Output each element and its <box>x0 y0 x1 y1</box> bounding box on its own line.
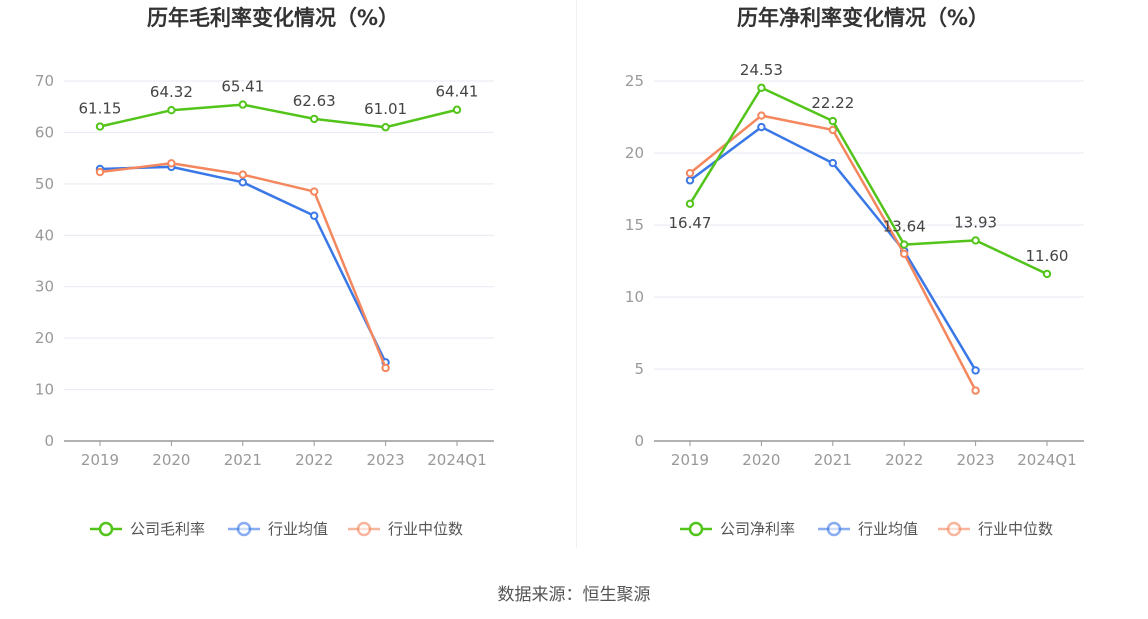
data-label: 61.15 <box>79 100 122 118</box>
data-point <box>828 116 837 126</box>
series-industry-median <box>685 111 980 395</box>
legend-label: 行业均值 <box>268 520 328 538</box>
data-source: 数据来源：恒生聚源 <box>497 585 651 605</box>
data-point <box>685 199 695 209</box>
data-label: 65.41 <box>221 78 264 96</box>
data-label: 61.01 <box>364 100 407 118</box>
data-point <box>1042 269 1052 279</box>
data-point <box>238 100 248 109</box>
y-tick-label: 30 <box>35 278 54 296</box>
series-line <box>99 162 387 369</box>
gross-margin-chart: 历年毛利率变化情况（%） 0 10 20 30 40 50 60 70 2019 2020 2021 2… <box>35 6 494 538</box>
legend-item: 行业均值 <box>228 520 328 538</box>
data-point <box>238 170 248 179</box>
y-tick-label: 20 <box>35 329 54 347</box>
data-label: 11.60 <box>1026 247 1069 265</box>
legend-marker <box>98 521 114 537</box>
y-tick-label: 0 <box>634 432 644 450</box>
data-point <box>971 386 980 395</box>
data-label: 64.32 <box>150 83 193 101</box>
x-tick-label: 2020 <box>742 451 780 469</box>
legend-label: 行业中位数 <box>978 520 1053 538</box>
data-point <box>685 176 695 185</box>
y-tick-label: 0 <box>44 432 54 450</box>
data-label: 13.93 <box>954 213 997 231</box>
y-tick-label: 50 <box>35 175 54 193</box>
y-tick-label: 10 <box>35 381 54 399</box>
data-point <box>828 158 837 168</box>
legend-marker <box>688 521 704 537</box>
x-tick-label: 2019 <box>671 451 709 469</box>
data-point <box>167 159 176 168</box>
data-label: 16.47 <box>669 214 712 232</box>
series-company <box>95 100 462 132</box>
y-tick-label: 10 <box>625 288 644 306</box>
data-point <box>900 249 909 259</box>
y-tick-label: 15 <box>625 216 644 234</box>
x-tick-label: 2024Q1 <box>427 451 487 469</box>
net-margin-chart: 历年净利率变化情况（%） 0 5 10 15 20 25 2019 2020 2021 2022 20… <box>625 6 1084 538</box>
legend-marker <box>236 521 252 537</box>
data-point <box>971 236 980 245</box>
data-label: 13.64 <box>883 218 926 236</box>
y-tick-label: 5 <box>634 360 644 378</box>
data-label: 64.41 <box>436 83 479 101</box>
data-label: 24.53 <box>740 61 783 79</box>
data-point <box>381 123 390 132</box>
data-point <box>757 111 766 120</box>
y-tick-label: 20 <box>625 144 644 162</box>
data-point <box>238 178 248 187</box>
y-tick-label: 25 <box>625 72 644 90</box>
data-point <box>167 106 176 115</box>
data-point <box>971 366 980 375</box>
x-tick-label: 2023 <box>367 451 405 469</box>
x-tick-label: 2024Q1 <box>1017 451 1077 469</box>
data-point <box>900 240 909 249</box>
data-point <box>381 363 390 373</box>
chart-title: 历年毛利率变化情况（%） <box>147 6 399 30</box>
legend-item: 行业均值 <box>818 520 918 538</box>
chart-divider <box>576 0 577 548</box>
legend-item: 行业中位数 <box>348 520 463 538</box>
data-point <box>757 122 766 132</box>
series-line <box>689 114 977 392</box>
legend-item: 公司净利率 <box>680 520 795 538</box>
legend-label: 公司净利率 <box>720 520 795 538</box>
y-tick-label: 70 <box>35 72 54 90</box>
legend-marker <box>946 521 962 537</box>
data-point <box>310 114 319 124</box>
data-point <box>685 168 695 178</box>
data-point <box>95 167 105 177</box>
x-tick-label: 2022 <box>295 451 333 469</box>
data-point <box>310 187 319 196</box>
series-company <box>685 83 1052 279</box>
series-line <box>688 86 1048 276</box>
y-tick-label: 40 <box>35 226 54 244</box>
legend-item: 公司毛利率 <box>90 520 205 538</box>
legend-label: 行业均值 <box>858 520 918 538</box>
data-point <box>828 125 837 135</box>
series-industry-average <box>685 122 980 375</box>
legend-marker <box>356 521 372 537</box>
x-tick-label: 2021 <box>224 451 262 469</box>
data-point <box>310 211 319 220</box>
y-tick-label: 60 <box>35 123 54 141</box>
series-line <box>99 103 458 129</box>
data-label: 22.22 <box>811 94 854 112</box>
x-tick-label: 2022 <box>885 451 923 469</box>
x-tick-label: 2021 <box>814 451 852 469</box>
series-industry-median <box>95 159 390 373</box>
legend-marker <box>826 521 842 537</box>
data-point <box>452 105 462 114</box>
legend-item: 行业中位数 <box>938 520 1053 538</box>
x-tick-label: 2019 <box>81 451 119 469</box>
chart-title: 历年净利率变化情况（%） <box>737 6 989 30</box>
data-point <box>95 122 105 131</box>
legend-label: 行业中位数 <box>388 520 463 538</box>
x-tick-label: 2020 <box>152 451 190 469</box>
legend-label: 公司毛利率 <box>130 520 205 538</box>
data-label: 62.63 <box>293 92 336 110</box>
x-tick-label: 2023 <box>957 451 995 469</box>
data-point <box>757 83 766 92</box>
